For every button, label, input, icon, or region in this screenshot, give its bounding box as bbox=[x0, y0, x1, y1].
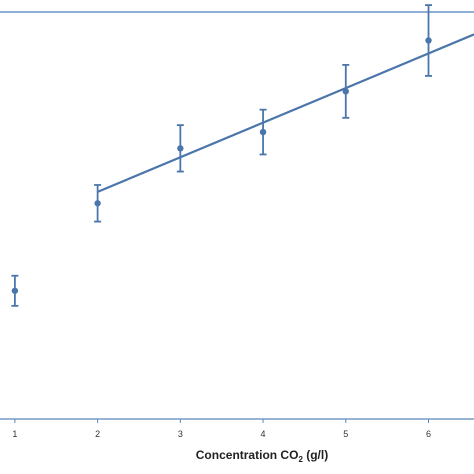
x-tick-label: 5 bbox=[343, 429, 348, 439]
x-tick-label: 2 bbox=[95, 429, 100, 439]
x-tick-label: 6 bbox=[426, 429, 431, 439]
x-tick-label: 3 bbox=[178, 429, 183, 439]
data-point bbox=[11, 274, 19, 307]
x-ticks: 1 2 3 4 5 6 bbox=[12, 419, 431, 439]
x-tick-label: 4 bbox=[261, 429, 266, 439]
data-point bbox=[176, 124, 184, 173]
point-marker bbox=[94, 200, 101, 207]
points-group bbox=[11, 4, 433, 307]
point-marker bbox=[259, 128, 267, 136]
point-marker bbox=[425, 37, 432, 44]
data-point bbox=[259, 108, 267, 156]
data-point bbox=[425, 4, 433, 77]
fit-line-group bbox=[97, 33, 474, 193]
x-axis-label-main: Concentration CO bbox=[196, 448, 299, 462]
point-marker bbox=[342, 88, 349, 95]
point-marker bbox=[11, 287, 19, 294]
data-point bbox=[94, 184, 102, 223]
x-axis-label: Concentration CO2 (g/l) bbox=[196, 448, 328, 464]
x-axis-label-sub: 2 bbox=[298, 455, 303, 464]
x-axis-label-tail: (g/l) bbox=[303, 448, 328, 462]
point-marker bbox=[177, 145, 184, 152]
x-tick-label: 1 bbox=[12, 429, 17, 439]
data-point bbox=[342, 64, 350, 119]
fit-line bbox=[97, 33, 474, 193]
